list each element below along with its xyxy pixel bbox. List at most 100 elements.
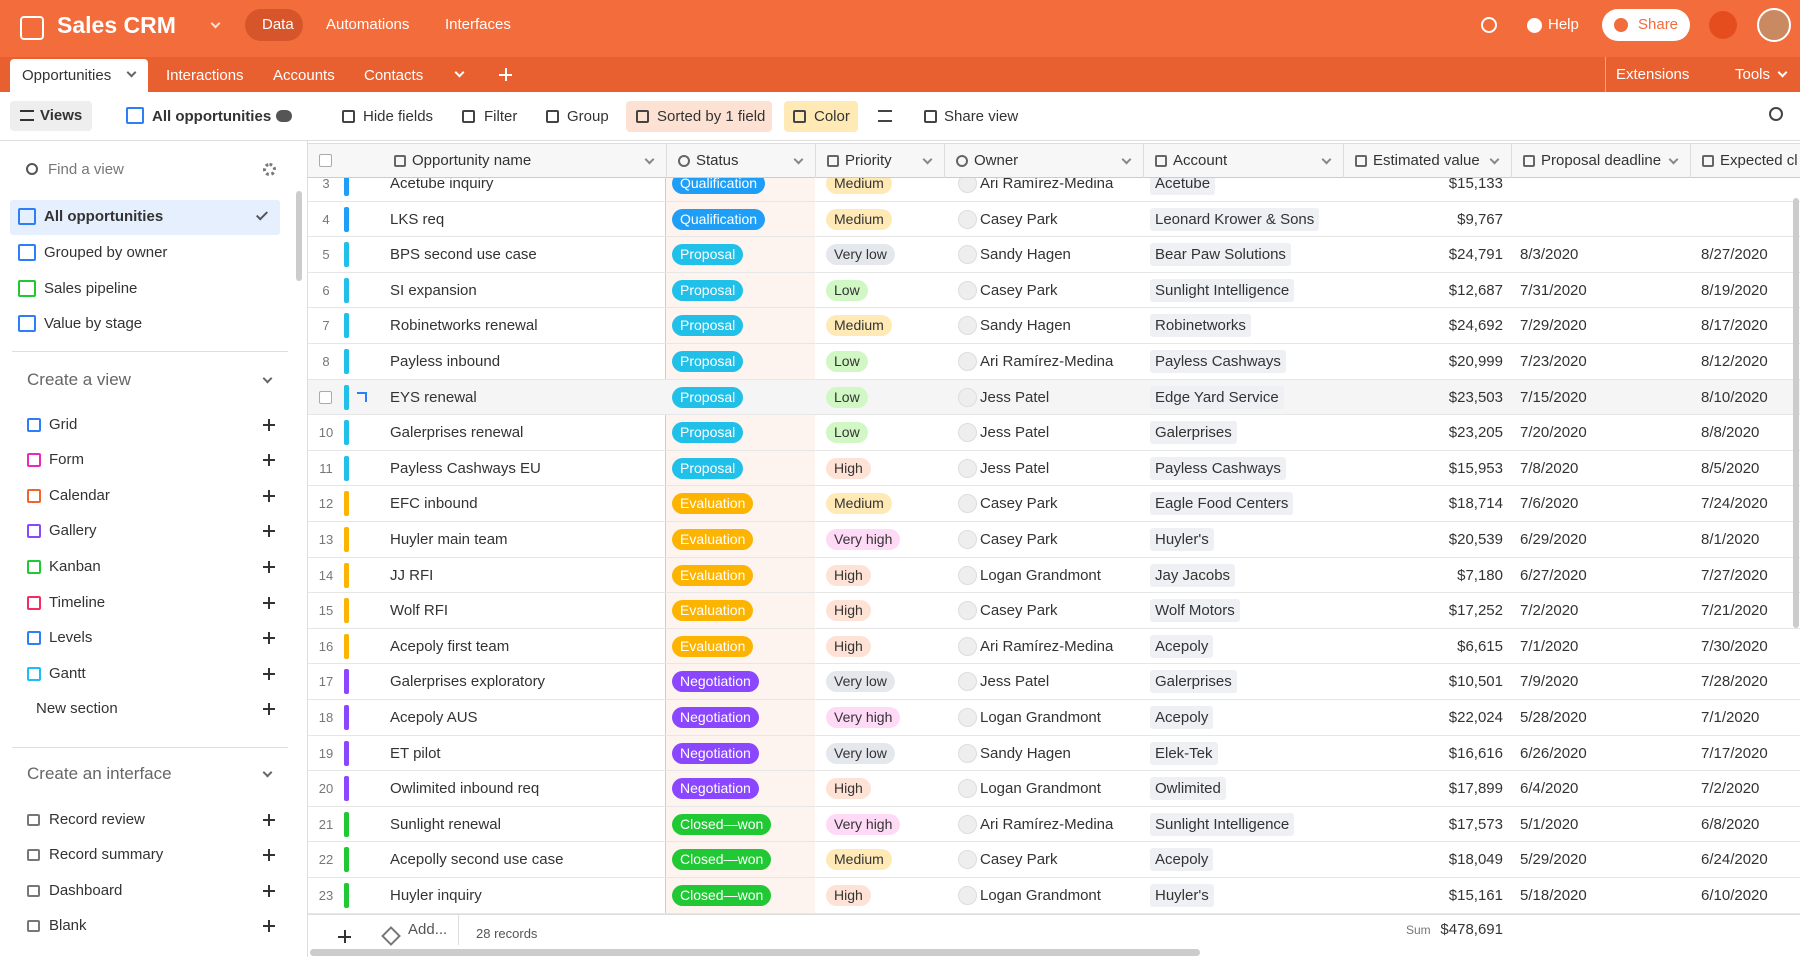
account-chip[interactable]: Payless Cashways	[1150, 456, 1286, 480]
view-type[interactable]: Calendar	[49, 487, 110, 504]
owner[interactable]: Sandy Hagen	[980, 246, 1071, 264]
account-chip[interactable]: Acepoly	[1150, 706, 1214, 729]
table-row[interactable]: 4 LKS req Qualification Medium Casey Park Leo…	[308, 202, 1800, 238]
owner[interactable]: Jess Patel	[980, 424, 1050, 442]
view-type[interactable]: Grid	[49, 416, 78, 433]
owner[interactable]: Logan Grandmont	[980, 709, 1101, 726]
plus-icon[interactable]	[263, 597, 275, 609]
owner[interactable]: Ari Ramírez-Medina	[980, 353, 1114, 370]
search-icon[interactable]	[1769, 107, 1783, 121]
plus-icon[interactable]	[263, 703, 275, 715]
base-title[interactable]: Sales CRM	[57, 12, 176, 38]
plus-icon[interactable]	[263, 885, 275, 897]
view-search[interactable]: Find a view	[48, 161, 124, 178]
opportunity-name[interactable]: Robinetworks renewal	[390, 317, 538, 335]
account-chip[interactable]: Robinetworks	[1150, 314, 1251, 338]
select-all[interactable]	[319, 154, 332, 167]
opportunity-name[interactable]: Owlimited inbound req	[390, 780, 540, 798]
opportunity-name[interactable]: Payless inbound	[390, 353, 501, 370]
owner[interactable]: Logan Grandmont	[980, 887, 1101, 904]
nav-item[interactable]: Data	[262, 16, 294, 33]
column-header[interactable]: Account	[1173, 152, 1228, 169]
view-item[interactable]: Value by stage	[44, 315, 143, 332]
column-header[interactable]: Opportunity name	[412, 152, 532, 169]
opportunity-name[interactable]: Galerprises exploratory	[390, 673, 546, 691]
chevron-icon[interactable]	[1321, 154, 1332, 165]
view-item[interactable]: Sales pipeline	[44, 280, 138, 297]
table-row[interactable]: 19 ET pilot Negotiation Very low Sandy Hagen…	[308, 736, 1800, 772]
chevron-icon[interactable]	[1668, 154, 1679, 165]
opportunity-name[interactable]: Acepolly second use case	[390, 851, 564, 869]
chevron-icon[interactable]	[454, 67, 465, 78]
plus-icon[interactable]	[263, 668, 275, 680]
chevron-icon[interactable]	[644, 154, 655, 165]
column-header[interactable]: Priority	[845, 152, 892, 169]
help-button[interactable]: Help	[1548, 16, 1579, 33]
owner[interactable]: Sandy Hagen	[980, 744, 1071, 762]
account-chip[interactable]: Huyler's	[1150, 528, 1214, 551]
opportunity-name[interactable]: BPS second use case	[390, 246, 537, 264]
account-chip[interactable]: Sunlight Intelligence	[1150, 278, 1295, 302]
table-row[interactable]: 11 Payless Cashways EU Proposal High Jess Pa…	[308, 451, 1800, 487]
history-icon[interactable]	[1481, 17, 1497, 33]
owner[interactable]: Casey Park	[980, 531, 1058, 548]
column-header[interactable]: Estimated value	[1373, 152, 1480, 169]
owner[interactable]: Ari Ramírez-Medina	[980, 637, 1114, 655]
plus-icon[interactable]	[263, 454, 275, 466]
plus-icon[interactable]	[263, 561, 275, 573]
account-chip[interactable]: Edge Yard Service	[1150, 385, 1284, 409]
opportunity-name[interactable]: Payless Cashways EU	[390, 459, 541, 477]
opportunity-name[interactable]: EYS renewal	[390, 388, 477, 406]
view-name[interactable]: All opportunities	[152, 108, 272, 125]
views-button[interactable]: Views	[40, 107, 83, 124]
chevron-icon[interactable]	[210, 18, 221, 29]
toolbar-button[interactable]: Filter	[484, 108, 518, 125]
account-chip[interactable]: Jay Jacobs	[1150, 563, 1236, 587]
owner[interactable]: Jess Patel	[980, 673, 1050, 691]
account-chip[interactable]: Acepoly	[1150, 848, 1214, 872]
toolbar-button[interactable]: Share view	[944, 108, 1019, 125]
share-button[interactable]: Share	[1638, 16, 1679, 33]
opportunity-name[interactable]: Sunlight renewal	[390, 815, 501, 833]
account-chip[interactable]: Huyler's	[1150, 884, 1214, 907]
view-type[interactable]: Timeline	[49, 594, 106, 611]
tab[interactable]: Accounts	[273, 67, 335, 84]
opportunity-name[interactable]: ET pilot	[390, 744, 441, 762]
view-type[interactable]: Kanban	[49, 558, 101, 575]
views-bg[interactable]	[10, 101, 92, 131]
opportunity-name[interactable]: Acetube inquiry	[390, 178, 494, 192]
owner[interactable]: Logan Grandmont	[980, 566, 1101, 584]
settings-icon[interactable]	[263, 163, 276, 176]
view-type[interactable]: Levels	[49, 629, 93, 646]
account-chip[interactable]: Sunlight Intelligence	[1150, 812, 1295, 836]
table-row[interactable]: 15 Wolf RFI Evaluation High Casey Park Wolf M…	[308, 593, 1800, 629]
table-row[interactable]: 23 Huyler inquiry Closed—won High Logan Gran…	[308, 878, 1800, 914]
opportunity-name[interactable]: Galerprises renewal	[390, 424, 524, 442]
interface-type[interactable]: Record review	[49, 811, 145, 828]
plus-icon[interactable]	[499, 68, 512, 81]
chevron-icon[interactable]	[1121, 154, 1132, 165]
view-type[interactable]: Gallery	[49, 522, 97, 539]
opportunity-name[interactable]: Huyler main team	[390, 531, 508, 548]
tab[interactable]: Contacts	[364, 67, 424, 84]
plus-icon[interactable]	[263, 849, 275, 861]
table-row[interactable]: 22 Acepolly second use case Closed—won Medi…	[308, 842, 1800, 878]
new-section[interactable]: New section	[36, 700, 118, 717]
account-chip[interactable]: Eagle Food Centers	[1150, 492, 1294, 516]
opportunity-name[interactable]: LKS req	[390, 210, 445, 228]
notifications[interactable]	[1709, 11, 1737, 39]
account-chip[interactable]: Leonard Krower & Sons	[1150, 207, 1320, 231]
column-header[interactable]: Status	[696, 152, 739, 169]
plus-icon[interactable]	[263, 632, 275, 644]
row-height-icon[interactable]	[878, 110, 892, 122]
section-title[interactable]: Create an interface	[27, 764, 172, 783]
column-header[interactable]: Proposal deadline	[1541, 152, 1662, 169]
nav-item[interactable]: Interfaces	[445, 16, 511, 33]
account-chip[interactable]: Wolf Motors	[1150, 599, 1240, 623]
plus-icon[interactable]	[338, 930, 351, 943]
chevron-icon[interactable]	[262, 373, 273, 384]
account-chip[interactable]: Acetube	[1150, 178, 1216, 195]
opportunity-name[interactable]: Acepoly AUS	[390, 709, 478, 726]
table-row[interactable]: 16 Acepoly first team Evaluation High Ari Ra…	[308, 629, 1800, 665]
table-row[interactable]: 13 Huyler main team Evaluation Very high Cas…	[308, 522, 1800, 558]
